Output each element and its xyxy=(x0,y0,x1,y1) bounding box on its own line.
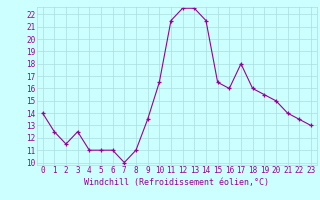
X-axis label: Windchill (Refroidissement éolien,°C): Windchill (Refroidissement éolien,°C) xyxy=(84,178,269,187)
